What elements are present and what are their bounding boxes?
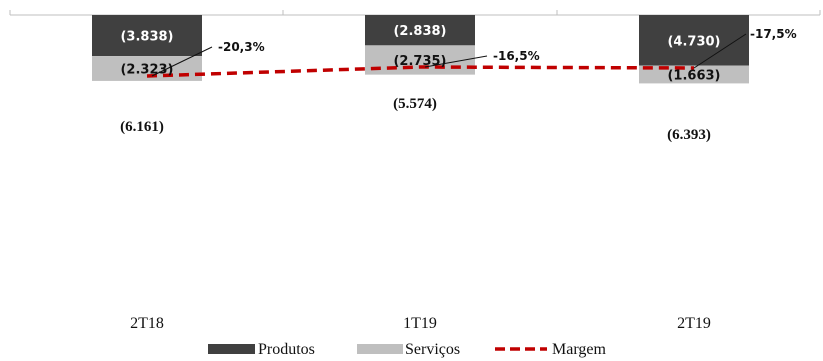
legend-swatch-produtos [208,344,255,354]
x-tick-label: 2T19 [677,315,711,332]
bar-produtos [365,15,475,46]
data-label-produtos: (4.730) [667,34,720,49]
legend-label-servicos: Serviços [405,341,460,358]
legend: Produtos Serviços Margem [208,341,606,358]
data-label-servicos: (2.735) [393,54,446,69]
bar-servicos [639,65,749,84]
total-label: (6.161) [120,119,164,135]
data-label-produtos: (3.838) [120,30,173,45]
data-label-servicos: (1.663) [667,69,720,84]
margin-data-label: -16,5% [493,49,540,63]
margin-data-label: -17,5% [750,27,797,41]
legend-swatch-servicos [357,344,403,354]
bar-servicos [365,45,475,75]
margin-leader-line [424,55,488,68]
margin-line-layer [146,33,747,78]
legend-label-margem: Margem [552,341,606,358]
labels-layer: (3.838) (2.323) (6.161) 2T18 (2.838) (2.735) (… [120,24,797,332]
margin-data-label: -20,3% [218,40,265,54]
total-label: (6.393) [667,127,711,143]
x-tick-label: 2T18 [130,315,164,332]
total-label: (5.574) [393,96,437,112]
x-tick-label: 1T19 [403,315,437,332]
margin-leader-line [693,33,747,69]
margin-line [146,65,695,78]
data-label-produtos: (2.838) [393,24,446,39]
bar-produtos [639,15,749,66]
data-label-servicos: (2.323) [120,62,173,77]
axis-layer [9,10,821,16]
bar-produtos [92,15,202,57]
margin-leader-line [151,46,213,77]
legend-label-produtos: Produtos [258,341,315,358]
